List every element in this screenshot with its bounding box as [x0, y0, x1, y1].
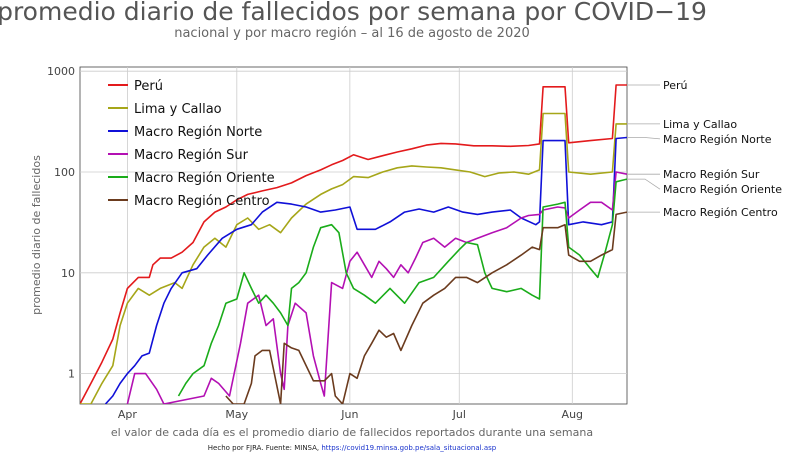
y-tick-label: 100	[54, 166, 75, 179]
y-tick-label: 1000	[47, 65, 75, 78]
series-lines	[80, 84, 627, 404]
x-tick-label: Jun	[340, 408, 358, 421]
end-label-leader	[628, 178, 661, 190]
end-label: Macro Región Oriente	[663, 183, 782, 196]
x-tick-label: May	[225, 408, 248, 421]
x-tick-label: Jul	[452, 408, 466, 421]
legend-label: Perú	[134, 79, 163, 94]
series-line-4	[177, 178, 627, 397]
end-label: Macro Región Norte	[663, 133, 772, 146]
series-line-1	[80, 112, 627, 404]
y-tick-label: 10	[61, 267, 75, 280]
end-labels: Perú Lima y Callao Macro Región Norte Macro…	[628, 79, 782, 219]
end-label: Macro Región Centro	[663, 206, 778, 219]
x-axis-label: el valor de cada día es el promedio diar…	[111, 426, 593, 439]
legend-label: Macro Región Sur	[134, 148, 249, 163]
y-tick-label: 1	[68, 368, 75, 381]
source-credit-text: Hecho por FJRA. Fuente: MINSA,	[208, 444, 322, 452]
series-line-2	[104, 136, 627, 404]
end-label: Macro Región Sur	[663, 168, 760, 181]
chart-subtitle: nacional y por macro región – al 16 de a…	[174, 26, 530, 41]
plot-area	[79, 66, 628, 405]
legend-label: Macro Región Norte	[134, 125, 262, 140]
legend-label: Macro Región Centro	[134, 194, 270, 209]
y-axis-label: promedio diario de fallecidos	[30, 155, 43, 315]
legend-label: Lima y Callao	[134, 102, 222, 117]
grid-lines	[80, 67, 627, 404]
series-line-5	[225, 211, 627, 404]
legend-label: Macro Región Oriente	[134, 171, 275, 186]
series-line-0	[80, 84, 627, 404]
end-label: Lima y Callao	[663, 118, 737, 131]
source-credit: Hecho por FJRA. Fuente: MINSA, https://c…	[208, 444, 497, 452]
axis-ticks: Apr May Jun Jul Aug 1 10 100 1000	[47, 65, 583, 421]
end-label-leader	[628, 137, 661, 140]
x-tick-label: Aug	[562, 408, 583, 421]
source-link[interactable]: https://covid19.minsa.gob.pe/sala_situac…	[321, 444, 496, 452]
end-label: Perú	[663, 79, 688, 92]
x-tick-label: Apr	[118, 408, 138, 421]
chart-title: promedio diario de fallecidos por semana…	[0, 0, 707, 26]
legend: Perú Lima y Callao Macro Región Norte Macro…	[108, 79, 275, 209]
